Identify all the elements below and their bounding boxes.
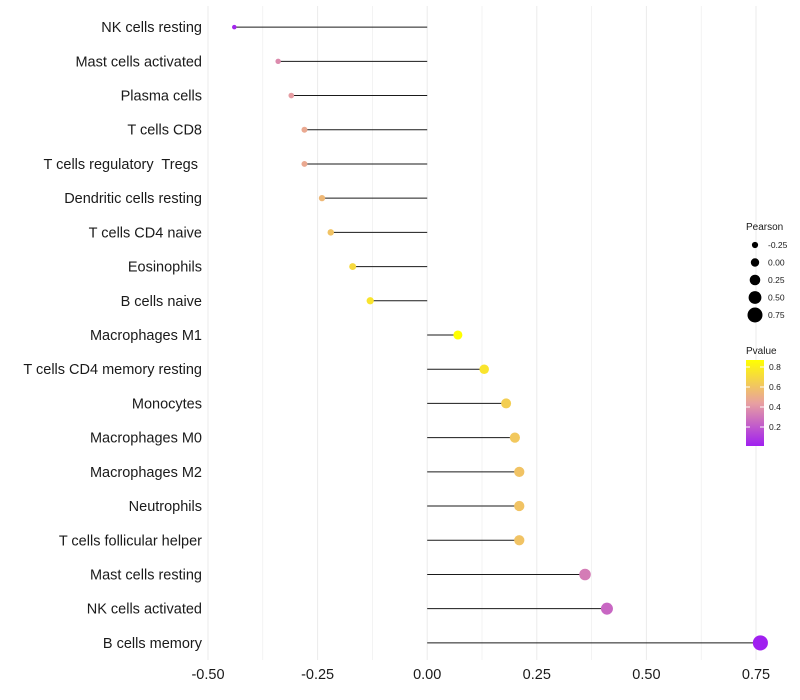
legend-size-label: 0.75 xyxy=(768,310,785,320)
data-point xyxy=(501,398,512,409)
category-label: Mast cells resting xyxy=(90,567,202,583)
category-label: T cells regulatory Tregs xyxy=(44,157,203,173)
data-point xyxy=(349,263,357,271)
data-point xyxy=(453,330,463,340)
data-point xyxy=(509,432,520,443)
data-point xyxy=(275,58,281,65)
category-label: B cells memory xyxy=(103,636,203,652)
legend-size-key xyxy=(748,291,762,304)
data-point xyxy=(514,500,525,512)
category-label: T cells CD8 xyxy=(127,123,202,139)
data-point xyxy=(232,24,237,30)
legend-size-key xyxy=(749,274,761,286)
category-label: Eosinophils xyxy=(128,260,202,276)
data-point xyxy=(514,535,525,546)
legend-size-label: -0.25 xyxy=(768,240,788,250)
category-label: Monocytes xyxy=(132,396,202,412)
category-label: T cells follicular helper xyxy=(59,533,202,549)
legend: Pearson -0.25 0.00 0.25 0.50 0.75 Pvalue 0.8… xyxy=(746,222,788,446)
category-label: Macrophages M1 xyxy=(90,328,202,344)
x-tick-label: 0.25 xyxy=(523,667,551,683)
legend-color-label: 0.6 xyxy=(769,382,781,392)
category-label: NK cells activated xyxy=(87,602,202,618)
category-labels: NK cells resting Mast cells activated Plas… xyxy=(23,20,202,652)
data-point xyxy=(318,195,326,202)
category-label: Macrophages M2 xyxy=(90,465,202,481)
x-tick-label: -0.50 xyxy=(191,667,224,683)
legend-color-title: Pvalue xyxy=(746,346,777,357)
lollipop-points xyxy=(232,24,768,651)
category-label: T cells CD4 naive xyxy=(89,225,202,241)
data-point xyxy=(301,126,308,133)
legend-color-label: 0.2 xyxy=(769,422,781,432)
category-label: T cells CD4 memory resting xyxy=(23,362,202,378)
data-point xyxy=(479,364,489,374)
legend-colorbar xyxy=(746,360,764,446)
data-point xyxy=(288,92,295,99)
category-label: Neutrophils xyxy=(129,499,202,515)
data-point xyxy=(752,635,768,651)
category-label: B cells naive xyxy=(121,294,202,310)
legend-size-label: 0.25 xyxy=(768,275,785,285)
x-tick-label: 0.00 xyxy=(413,667,441,683)
legend-color-items: 0.8 0.6 0.4 0.2 xyxy=(746,362,781,432)
x-axis-ticks: -0.50 -0.25 0.00 0.25 0.50 0.75 xyxy=(191,667,770,683)
legend-size-title: Pearson xyxy=(746,222,783,233)
category-label: Mast cells activated xyxy=(75,54,202,70)
legend-size-items: -0.25 0.00 0.25 0.50 0.75 xyxy=(747,240,788,323)
x-tick-label: 0.50 xyxy=(632,667,660,683)
category-label: NK cells resting xyxy=(101,20,202,36)
legend-size-key xyxy=(747,307,763,323)
x-tick-label: -0.25 xyxy=(301,667,334,683)
legend-size-label: 0.50 xyxy=(768,293,785,303)
category-label: Plasma cells xyxy=(121,89,202,105)
legend-size-label: 0.00 xyxy=(768,258,785,268)
legend-size-key xyxy=(750,258,760,267)
data-point xyxy=(600,602,613,615)
category-label: Dendritic cells resting xyxy=(64,191,202,207)
legend-size-key xyxy=(751,241,759,249)
data-point xyxy=(366,297,374,305)
x-tick-label: 0.75 xyxy=(742,667,770,683)
grid-lines xyxy=(207,6,757,660)
lollipop-segments xyxy=(234,26,761,644)
data-point xyxy=(579,568,591,581)
data-point xyxy=(327,229,334,236)
data-point xyxy=(514,466,525,477)
category-label: Macrophages M0 xyxy=(90,431,202,447)
legend-color-label: 0.8 xyxy=(769,362,781,372)
legend-color-label: 0.4 xyxy=(769,402,781,412)
data-point xyxy=(301,160,308,167)
